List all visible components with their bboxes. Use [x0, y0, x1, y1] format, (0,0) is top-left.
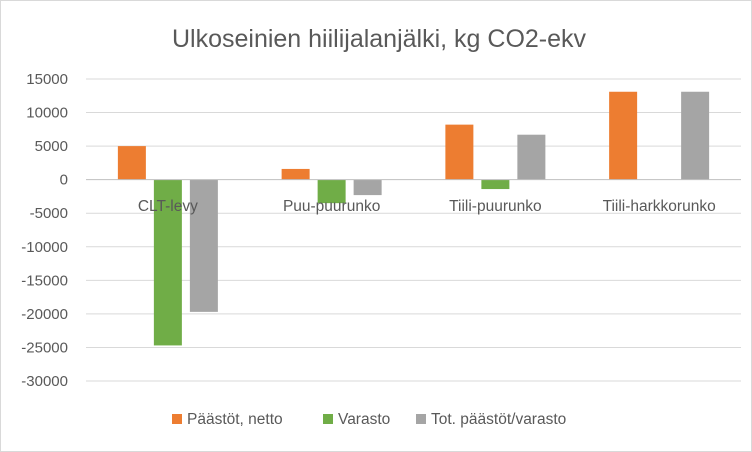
y-tick-label: 5000: [35, 138, 68, 155]
y-tick-label: -30000: [21, 373, 68, 390]
category-label: Puu-puurunko: [283, 198, 380, 215]
chart-title: Ulkoseinien hiilijalanjälki, kg CO2-ekv: [172, 25, 587, 53]
legend-swatch: [323, 414, 333, 424]
y-tick-label: -20000: [21, 306, 68, 323]
legend-label: Päästöt, netto: [187, 411, 283, 428]
y-tick-label: -15000: [21, 272, 68, 289]
y-tick-label: 10000: [26, 105, 68, 122]
category-labels: CLT-levy Puu-puurunko Tiili-puurunko Tiili-…: [138, 198, 716, 215]
bar-2-1: [153, 179, 182, 346]
legend-label: Tot. päästöt/varasto: [431, 411, 566, 428]
category-label: Tiili-puurunko: [449, 198, 541, 215]
bar-1-1: [117, 146, 146, 180]
bar-1-4: [609, 91, 638, 180]
y-tick-label: -10000: [21, 239, 68, 256]
y-axis-tick-labels: 15000 10000 5000 0 -5000 -10000 -15000 -20000 -2…: [21, 71, 68, 390]
legend-swatch: [416, 414, 426, 424]
bar-2-2: [317, 179, 346, 204]
legend-label: Varasto: [338, 411, 390, 428]
bar-3-4: [681, 91, 710, 180]
y-tick-label: 0: [60, 172, 68, 189]
legend: Päästöt, netto Varasto Tot. päästöt/varast…: [172, 411, 566, 428]
bar-1-2: [281, 168, 310, 180]
y-tick-label: -25000: [21, 339, 68, 356]
y-tick-label: 15000: [26, 71, 68, 88]
bars: [117, 91, 710, 346]
bar-3-1: [189, 179, 218, 312]
category-label: Tiili-harkkorunko: [603, 198, 716, 215]
bar-2-3: [481, 179, 510, 190]
category-label: CLT-levy: [138, 198, 198, 215]
gridlines: [86, 78, 741, 382]
y-tick-label: -5000: [30, 205, 68, 222]
bar-3-3: [517, 134, 546, 180]
legend-swatch: [172, 414, 182, 424]
bar-3-2: [353, 179, 382, 196]
bar-1-3: [445, 124, 474, 180]
